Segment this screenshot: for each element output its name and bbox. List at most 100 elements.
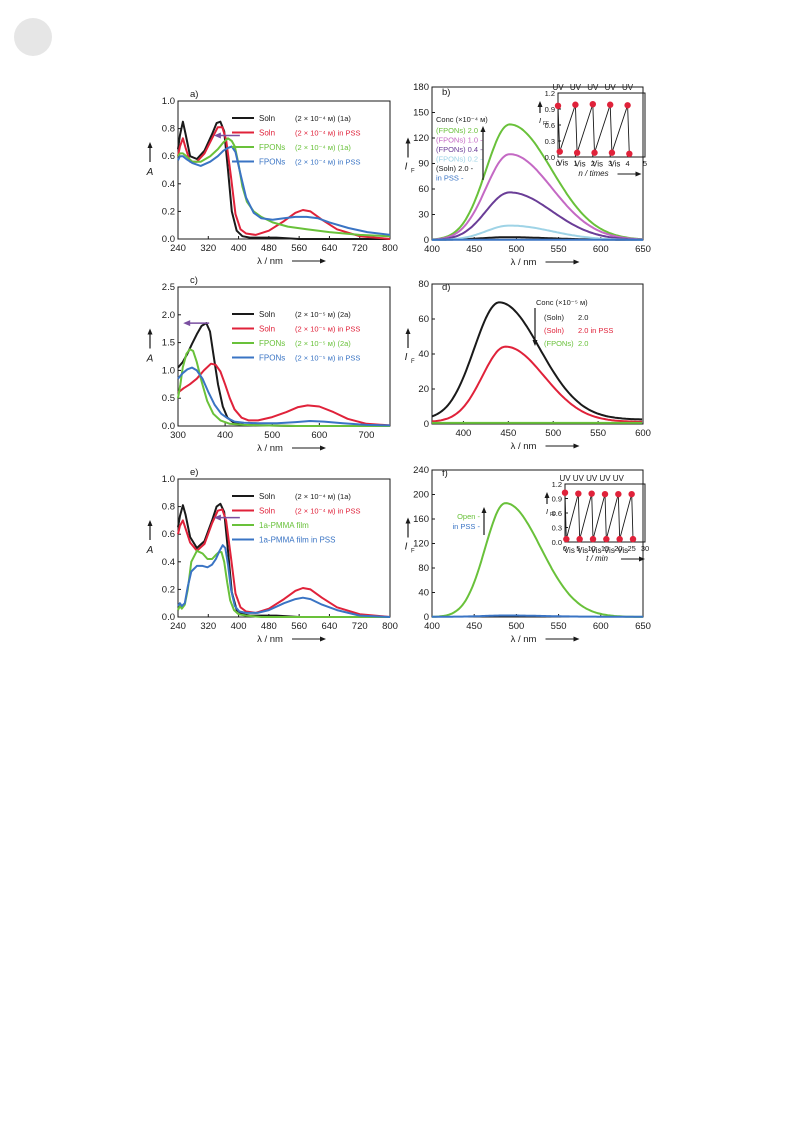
x-tick-label: 4 — [626, 159, 630, 168]
x-tick-label: 15 — [601, 544, 609, 553]
y-tick-label: 0.6 — [545, 121, 555, 130]
inset-point — [607, 101, 614, 108]
legend-title: Conc (×10⁻⁵ м) — [536, 298, 588, 307]
legend-detail: 2.0 in PSS — [578, 326, 613, 335]
legend-label: FPONs — [259, 339, 285, 348]
legend-detail: (2 × 10⁻⁴ м) (1a) — [295, 114, 351, 123]
y-tick-label: 0.4 — [162, 179, 175, 190]
open-arrow-head — [481, 507, 487, 513]
x-tick-label: 240 — [170, 243, 186, 254]
legend-label: Soln — [259, 129, 275, 138]
inset-top-label: UV — [605, 83, 617, 92]
series-line — [177, 348, 390, 427]
legend-label: (Soln) — [544, 326, 565, 335]
y-tick-label: 0.0 — [545, 153, 555, 162]
x-tick-label: 400 — [231, 621, 247, 632]
y-tick-label: 0.8 — [162, 502, 175, 513]
inset-top-label: UV — [622, 83, 634, 92]
x-tick-label: 500 — [545, 428, 561, 439]
x-tick-label: 240 — [170, 621, 186, 632]
y-tick-label: 150 — [413, 108, 429, 119]
y-axis-arrow-head — [405, 137, 411, 144]
series-line — [431, 191, 644, 241]
inset-point — [601, 490, 609, 498]
legend-label: (Soln) 2.0 - — [436, 164, 474, 173]
y-tick-label: 1.0 — [162, 474, 175, 485]
y-tick-label: 30 — [418, 210, 429, 221]
legend-title: Conc (×10⁻⁴ м) — [436, 115, 488, 124]
y-tick-label: 1.5 — [162, 338, 175, 349]
inset-point — [608, 149, 616, 156]
inset-point — [561, 489, 569, 496]
legend-detail: 2.0 — [578, 313, 588, 322]
y-tick-label: 0.8 — [162, 124, 175, 135]
y-tick-label: 0 — [424, 612, 429, 623]
legend-detail: (2 × 10⁻⁴ м) (1a) — [295, 143, 351, 152]
inset-point — [603, 535, 610, 543]
x-tick-label: 450 — [500, 428, 516, 439]
inset-point — [628, 490, 635, 498]
x-axis-arrow-head — [573, 443, 580, 449]
inset-point — [563, 535, 570, 543]
legend-label: (FPONs) — [544, 339, 574, 348]
x-tick-label: 30 — [641, 544, 649, 553]
x-axis-arrow-head — [573, 259, 580, 265]
series-line — [177, 120, 390, 240]
panel-label: e) — [190, 467, 198, 478]
legend-label: Soln — [259, 325, 275, 334]
x-axis-label: λ / nm — [511, 634, 537, 645]
legend-detail: (2 × 10⁻⁵ м) in PSS — [295, 325, 360, 334]
x-tick-label: 800 — [382, 621, 398, 632]
y-tick-label: 2.5 — [162, 282, 175, 293]
legend-detail: (2 × 10⁻⁴ м) (1a) — [295, 492, 351, 501]
series-line — [431, 153, 644, 241]
y-axis-label-sub: F — [411, 549, 415, 555]
x-tick-label: 20 — [614, 544, 622, 553]
y-axis-label: I — [405, 162, 408, 173]
y-tick-label: 40 — [418, 588, 429, 599]
x-tick-label: 600 — [635, 428, 651, 439]
inset-top-label: UV — [552, 83, 564, 92]
switch-arrow-head — [213, 132, 221, 139]
inset-point — [615, 490, 622, 498]
y-tick-label: 1.2 — [552, 480, 562, 489]
series-line — [177, 145, 391, 236]
legend-detail: 2.0 — [578, 339, 588, 348]
y-tick-label: 0.2 — [162, 584, 175, 595]
inset-x-label: n / times — [578, 169, 608, 178]
y-tick-label: 200 — [413, 490, 429, 501]
y-tick-label: 180 — [413, 82, 429, 93]
y-axis-arrow-head — [147, 142, 153, 148]
y-tick-label: 120 — [413, 133, 429, 144]
x-tick-label: 700 — [359, 430, 375, 441]
x-tick-label: 650 — [635, 244, 651, 255]
x-tick-label: 550 — [551, 621, 567, 632]
legend-label: 1a-PMMA film — [259, 521, 309, 530]
x-tick-label: 320 — [200, 621, 216, 632]
y-tick-label: 0 — [424, 419, 429, 430]
x-tick-label: 400 — [217, 430, 233, 441]
x-tick-label: 300 — [170, 430, 186, 441]
inset-point — [589, 535, 597, 543]
legend-detail: (2 × 10⁻⁵ м) (2a) — [295, 310, 351, 319]
series-line — [431, 123, 644, 241]
inset-top-label: UV — [599, 474, 611, 483]
y-axis-arrow-head — [405, 328, 411, 334]
x-tick-label: 640 — [321, 243, 337, 254]
series-line — [177, 549, 390, 618]
x-tick-label: 5 — [643, 159, 647, 168]
x-tick-label: 450 — [466, 244, 482, 255]
legend-detail: (2 × 10⁻⁵ м) in PSS — [295, 354, 360, 363]
y-tick-label: 0.0 — [162, 421, 175, 432]
legend-label: (FPONs) 0.4 - — [436, 145, 483, 154]
legend-label: (Soln) — [544, 313, 565, 322]
y-axis-label: A — [146, 545, 154, 556]
series-line — [177, 544, 391, 618]
legend-detail: (2 × 10⁻⁴ м) in PSS — [295, 507, 361, 516]
x-tick-label: 320 — [200, 243, 216, 254]
inset-y-label: I — [539, 116, 541, 125]
y-tick-label: 80 — [418, 279, 429, 290]
x-tick-label: 500 — [508, 621, 524, 632]
